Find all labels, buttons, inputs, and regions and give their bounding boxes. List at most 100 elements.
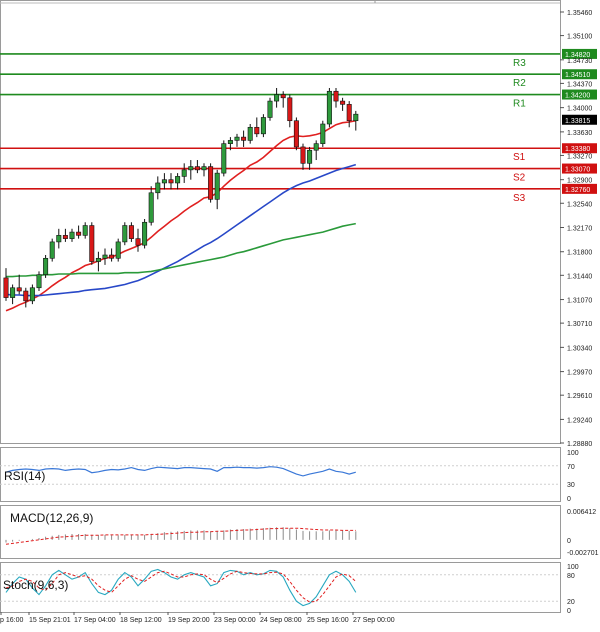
macd-tick-label: 0.006412 xyxy=(567,509,596,516)
candle xyxy=(234,133,240,147)
price-tick-label: 1.33630 xyxy=(567,130,592,137)
candle xyxy=(128,222,134,242)
candle xyxy=(122,222,128,246)
candle xyxy=(56,228,62,249)
candle xyxy=(353,110,359,131)
candle-body xyxy=(201,166,207,171)
candle-body xyxy=(274,94,280,102)
candle xyxy=(293,117,299,151)
price-tick-label: 1.28880 xyxy=(567,441,592,448)
candle xyxy=(201,163,207,177)
candle xyxy=(300,143,306,170)
candle-body xyxy=(69,231,75,239)
price-tick-label: 1.35100 xyxy=(567,34,592,41)
candle xyxy=(62,228,68,242)
candle-body xyxy=(128,225,134,239)
candle xyxy=(69,228,75,242)
rsi-tick-label: 70 xyxy=(567,464,575,471)
candle xyxy=(214,169,220,210)
level-tag-label-r2: 1.34510 xyxy=(565,72,590,79)
rsi-label: RSI(14) xyxy=(4,469,45,483)
candle xyxy=(76,225,82,239)
candle-body xyxy=(247,126,253,141)
rsi-panel-frame xyxy=(0,447,561,502)
candle-body xyxy=(95,257,101,262)
candle-body xyxy=(155,182,161,194)
candle xyxy=(49,238,55,262)
level-tag-r2 xyxy=(562,69,597,80)
time-tick-label: 18 Sep 12:00 xyxy=(120,617,162,624)
candle-body xyxy=(221,143,227,174)
price-axis: 1.35460 1.35100 1.34730 1.34370 1.34000 1.336… xyxy=(560,10,597,448)
candle-body xyxy=(36,274,42,289)
candle-body xyxy=(267,100,273,118)
candle-body xyxy=(227,140,233,144)
price-tick-label: 1.32170 xyxy=(567,226,592,233)
candle-body xyxy=(340,100,346,105)
levels-layer: R3 1.34820 R2 1.34510 R1 1.34200 S1 1.33380 S2 1.… xyxy=(0,48,597,204)
candle-body xyxy=(326,90,332,125)
candle xyxy=(168,173,174,190)
candle-body xyxy=(3,277,9,298)
candle xyxy=(340,97,346,111)
macd-label: MACD(12,26,9) xyxy=(10,511,93,525)
candle-body xyxy=(82,225,88,236)
time-tick-label: 25 Sep 16:00 xyxy=(307,617,349,624)
macd-signal-line xyxy=(5,527,356,545)
candle-body xyxy=(208,166,214,200)
level-name-r3: R3 xyxy=(513,58,526,69)
candle-body xyxy=(16,287,22,292)
macd-tick-label: 0 xyxy=(567,538,571,545)
rsi-tick-label: 100 xyxy=(567,450,579,457)
candle-body xyxy=(102,254,108,259)
candle-body xyxy=(214,172,220,200)
candle xyxy=(142,218,148,249)
candle xyxy=(181,163,187,183)
candle-body xyxy=(10,287,16,298)
macd-layer: 0.006412 0 -0.002701 xyxy=(5,509,599,557)
price-tick-label: 1.31800 xyxy=(567,250,592,257)
level-tag-label-r1: 1.34200 xyxy=(565,93,590,100)
candle xyxy=(333,87,339,108)
candle-body xyxy=(287,97,293,122)
candle-body xyxy=(181,169,187,177)
level-tag-label-s3: 1.32760 xyxy=(565,187,590,194)
price-tick-label: 1.30340 xyxy=(567,345,592,352)
candle xyxy=(148,186,154,226)
candle xyxy=(260,114,266,138)
candle-body xyxy=(43,257,49,275)
candle xyxy=(82,222,88,239)
price-tick-label: 1.32900 xyxy=(567,178,592,185)
time-tick-label: 15 Sep 21:01 xyxy=(29,617,71,624)
price-tick-label: 1.29970 xyxy=(567,370,592,377)
time-tick-label: 19 Sep 20:00 xyxy=(168,617,210,624)
candle-body xyxy=(333,90,339,102)
candle xyxy=(320,120,326,147)
candle-body xyxy=(320,123,326,144)
candle xyxy=(161,173,167,190)
candle xyxy=(241,130,247,147)
candle xyxy=(274,87,280,108)
time-axis: p 16:00 15 Sep 21:01 17 Sep 04:00 18 Sep 12… xyxy=(0,612,395,624)
candle xyxy=(188,160,194,180)
macd-panel-frame xyxy=(0,505,561,559)
candle xyxy=(135,228,141,252)
candle-body xyxy=(254,126,260,135)
time-tick-label: 24 Sep 08:00 xyxy=(260,617,302,624)
candle xyxy=(247,124,253,144)
current-price-tag xyxy=(562,114,597,125)
candle-body xyxy=(148,192,154,223)
candle-body xyxy=(280,94,286,99)
level-tag-r3 xyxy=(562,48,597,59)
candle xyxy=(346,101,352,128)
candle xyxy=(36,271,42,292)
candle xyxy=(227,137,233,151)
candle xyxy=(287,94,293,128)
level-tag-label-r3: 1.34820 xyxy=(565,52,590,59)
stoch-panel-frame xyxy=(0,562,561,613)
candle-body xyxy=(76,231,82,236)
candle-body xyxy=(49,241,55,259)
candle-body xyxy=(62,235,68,239)
candle-body xyxy=(122,225,128,243)
